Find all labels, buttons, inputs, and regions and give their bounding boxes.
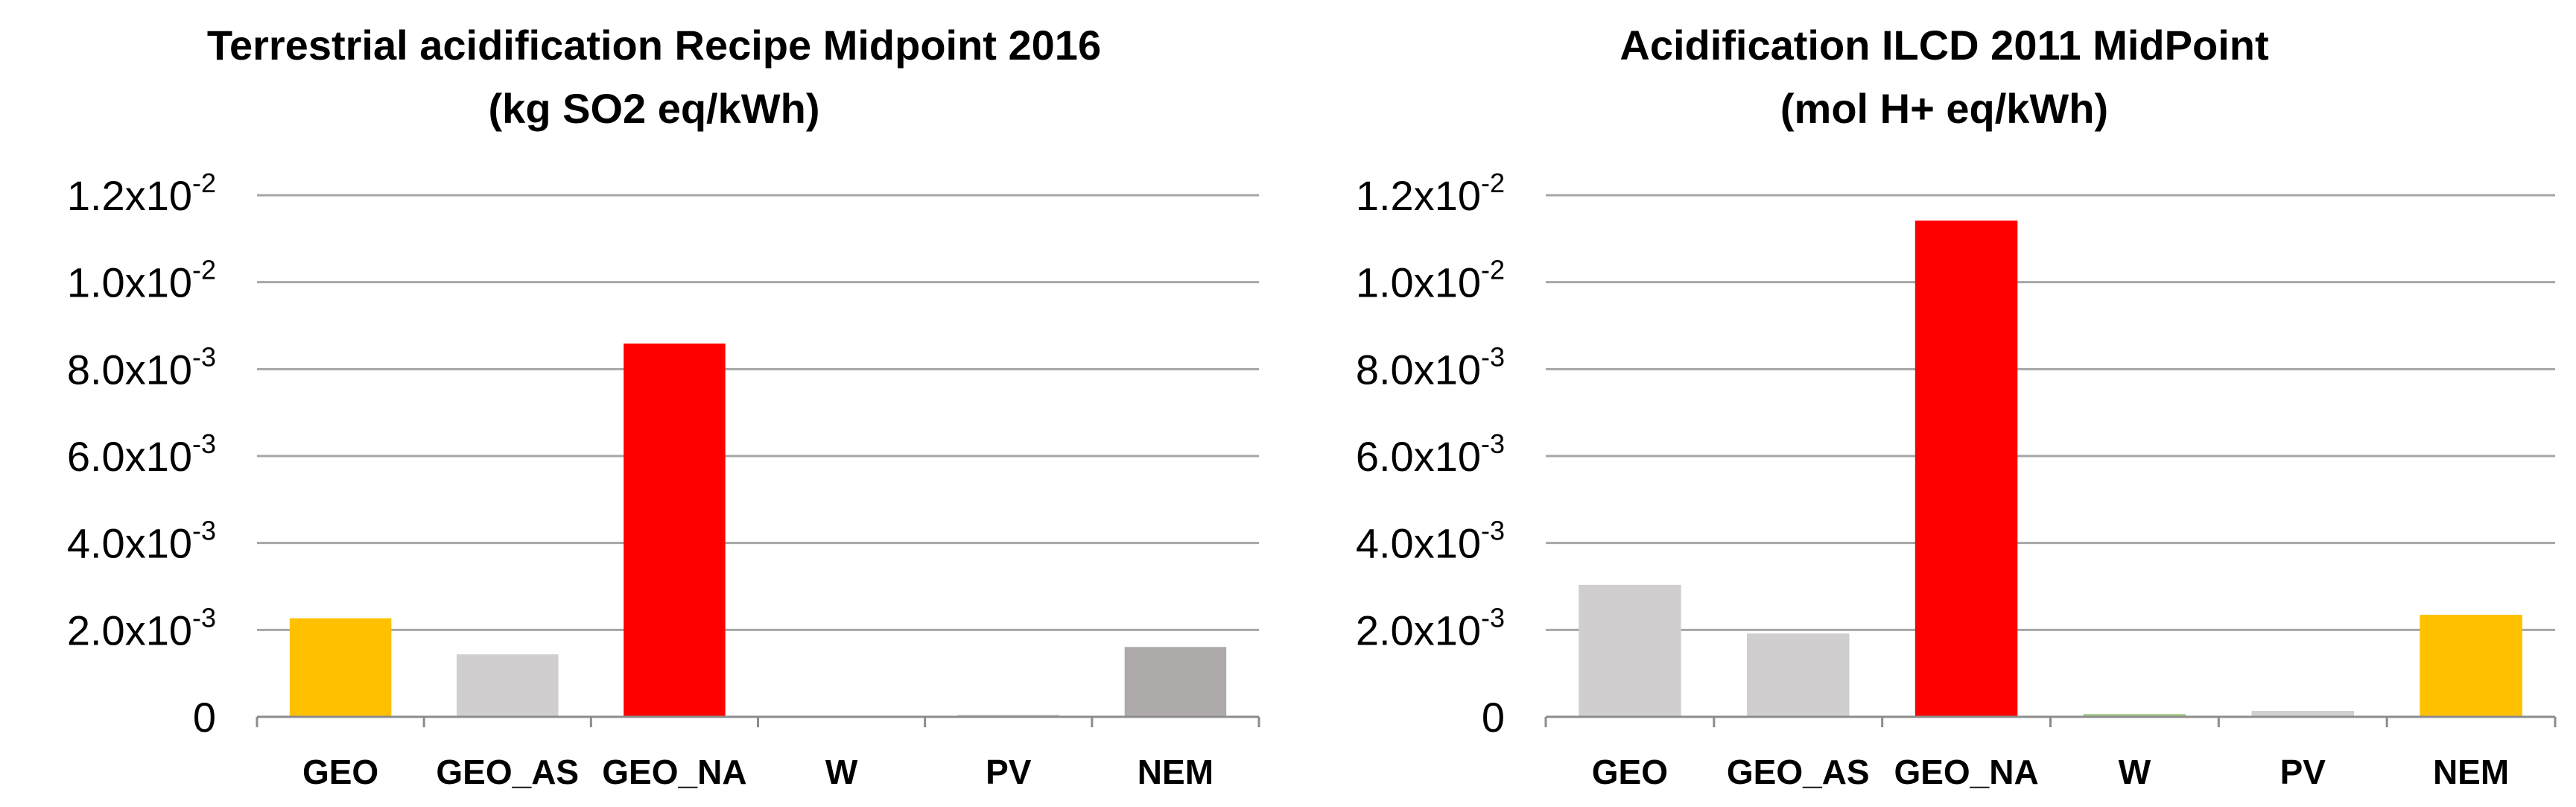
x-category-label: NEM	[1138, 753, 1214, 791]
x-category-label: W	[825, 753, 858, 791]
y-tick-label: 0	[193, 694, 216, 741]
x-category-label: GEO_AS	[436, 753, 579, 791]
bar-nem	[1124, 647, 1227, 718]
x-axis	[256, 715, 1260, 727]
y-tick-label: 4.0x10-3	[67, 516, 216, 567]
chart-title: Acidification ILCD 2011 MidPoint	[1619, 22, 2268, 69]
y-tick-label: 1.2x10-2	[1356, 168, 1505, 219]
y-axis-tick-labels: 0 2.0x10-3 4.0x10-3 6.0x10-3 8.0x10-3 1.0x10-…	[67, 168, 216, 741]
x-category-label: GEO	[1592, 753, 1668, 791]
x-category-label: GEO	[302, 753, 378, 791]
bar-geo	[1579, 584, 1681, 718]
x-category-label: W	[2119, 753, 2151, 791]
x-category-label: GEO_NA	[602, 753, 746, 791]
chart-terrestrial-acidification: Terrestrial acidification Recipe Midpoin…	[67, 22, 1260, 791]
y-axis-tick-labels: 0 2.0x10-3 4.0x10-3 6.0x10-3 8.0x10-3 1.0x10-…	[1356, 168, 1505, 741]
y-tick-label: 2.0x10-3	[1356, 602, 1505, 653]
chart-title: Terrestrial acidification Recipe Midpoin…	[207, 22, 1101, 69]
y-tick-label: 2.0x10-3	[67, 602, 216, 653]
chart-acidification-ilcd: Acidification ILCD 2011 MidPoint (mol H+…	[1356, 22, 2557, 791]
y-tick-label: 6.0x10-3	[1356, 428, 1505, 480]
bar-geo-as	[457, 654, 559, 718]
chart-subtitle: (mol H+ eq/kWh)	[1780, 85, 2108, 132]
x-category-label: NEM	[2433, 753, 2509, 791]
y-tick-label: 4.0x10-3	[1356, 516, 1505, 567]
y-tick-label: 8.0x10-3	[1356, 341, 1505, 393]
x-axis	[1544, 715, 2557, 727]
gridlines	[1546, 194, 2555, 631]
x-category-label: PV	[986, 753, 1032, 791]
chart-subtitle: (kg SO2 eq/kWh)	[489, 85, 820, 132]
bar-geo-as	[1747, 633, 1850, 718]
x-axis-category-labels: GEO GEO_AS GEO_NA W PV NEM	[302, 753, 1214, 791]
gridlines	[257, 194, 1259, 631]
x-category-label: GEO_NA	[1894, 753, 2038, 791]
x-category-label: PV	[2280, 753, 2326, 791]
bar-geo-na	[624, 344, 726, 718]
bars	[289, 344, 1227, 718]
bars	[1579, 221, 2522, 718]
y-tick-label: 1.2x10-2	[67, 168, 216, 219]
y-tick-label: 6.0x10-3	[67, 428, 216, 480]
bar-geo-na	[1914, 221, 2018, 718]
x-category-label: GEO_AS	[1727, 753, 1870, 791]
y-tick-label: 8.0x10-3	[67, 341, 216, 393]
bar-geo	[289, 618, 392, 718]
y-tick-label: 0	[1482, 694, 1505, 741]
y-tick-label: 1.0x10-2	[67, 255, 216, 306]
x-axis-category-labels: GEO GEO_AS GEO_NA W PV NEM	[1592, 753, 2509, 791]
bar-nem	[2420, 615, 2522, 718]
y-tick-label: 1.0x10-2	[1356, 255, 1505, 306]
